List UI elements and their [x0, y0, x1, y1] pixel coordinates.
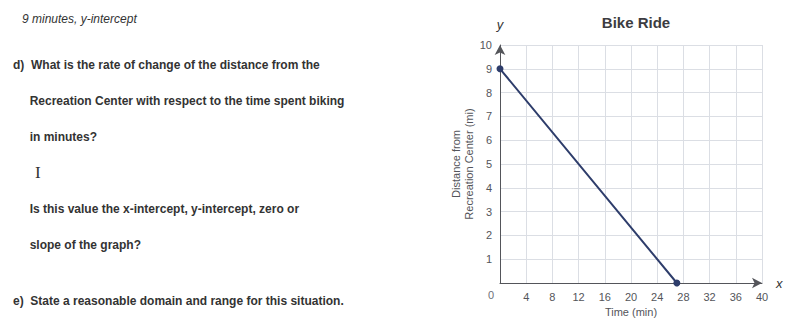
- svg-text:d) What is the rate of change: d) What is the rate of change of the dis…: [13, 58, 320, 72]
- svg-text:12: 12: [572, 291, 584, 303]
- svg-text:3: 3: [486, 206, 492, 218]
- svg-text:4: 4: [523, 291, 529, 303]
- svg-text:Is this value the x-intercept,: Is this value the x-intercept, y-interce…: [13, 202, 299, 216]
- svg-text:slope of the graph?: slope of the graph?: [13, 238, 141, 252]
- svg-text:x: x: [775, 276, 783, 291]
- svg-text:Time (min): Time (min): [605, 306, 657, 318]
- svg-text:4: 4: [486, 182, 492, 194]
- svg-text:20: 20: [625, 291, 637, 303]
- svg-text:I: I: [35, 163, 41, 182]
- svg-text:Bike Ride: Bike Ride: [602, 14, 670, 31]
- svg-text:32: 32: [703, 291, 715, 303]
- svg-text:e) State a reasonable domain: e) State a reasonable domain and range f…: [13, 294, 344, 308]
- svg-text:2: 2: [486, 229, 492, 241]
- svg-text:40: 40: [756, 291, 768, 303]
- svg-text:5: 5: [486, 158, 492, 170]
- svg-text:10: 10: [480, 39, 492, 51]
- svg-text:8: 8: [549, 291, 555, 303]
- svg-text:28: 28: [677, 291, 689, 303]
- svg-text:36: 36: [730, 291, 742, 303]
- svg-text:Recreation Center with respect: Recreation Center with respect to the ti…: [13, 94, 344, 108]
- svg-text:1: 1: [486, 253, 492, 265]
- svg-text:0: 0: [488, 289, 494, 301]
- svg-text:24: 24: [651, 291, 663, 303]
- svg-text:9: 9: [486, 63, 492, 75]
- svg-text:y: y: [496, 17, 505, 32]
- svg-text:8: 8: [486, 87, 492, 99]
- svg-text:Recreation Center (mi): Recreation Center (mi): [463, 108, 475, 219]
- svg-text:9 minutes, y-intercept: 9 minutes, y-intercept: [22, 12, 137, 26]
- svg-text:16: 16: [599, 291, 611, 303]
- svg-text:in minutes?: in minutes?: [13, 130, 97, 144]
- svg-text:6: 6: [486, 134, 492, 146]
- svg-text:7: 7: [486, 110, 492, 122]
- svg-text:Distance from: Distance from: [450, 130, 462, 198]
